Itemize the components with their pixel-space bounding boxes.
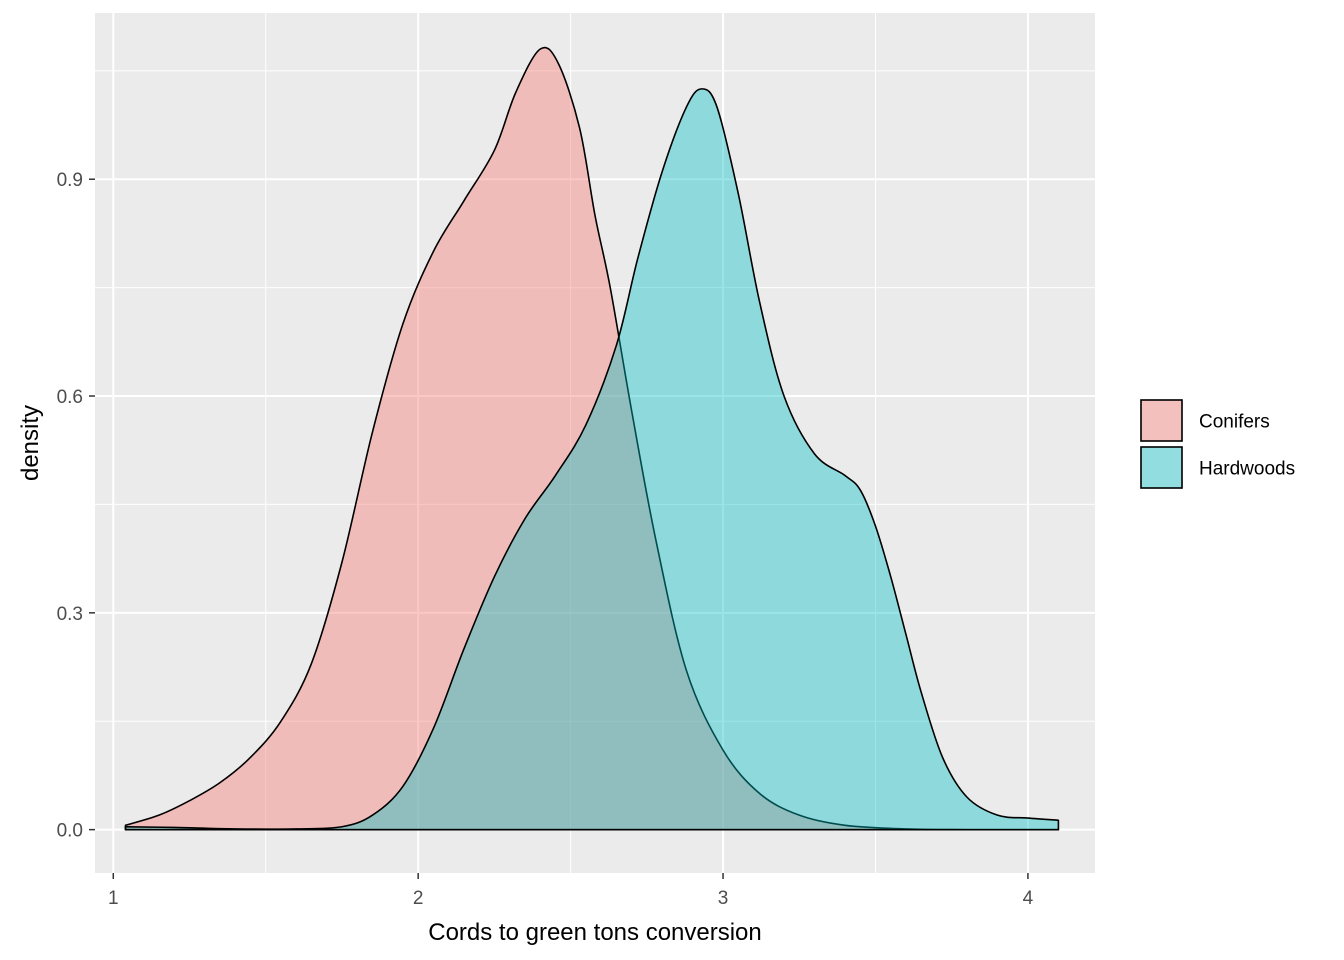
- y-tick-label: 0.9: [57, 170, 83, 191]
- density-series: [124, 46, 1060, 831]
- plot-panel: [95, 13, 1095, 873]
- legend-key-background: [1140, 446, 1183, 489]
- x-tick-label: 4: [1023, 888, 1034, 909]
- density-area-conifers: [124, 46, 1060, 831]
- legend: Conifers Hardwoods: [1140, 399, 1295, 489]
- legend-key-hardwoods: [1140, 446, 1183, 489]
- x-axis: 1 2 3 4: [108, 873, 1034, 909]
- legend-key-conifers: [1140, 399, 1183, 442]
- density-area-hardwoods: [124, 88, 1060, 831]
- y-tick-label: 0.3: [57, 604, 83, 625]
- legend-key-background: [1140, 399, 1183, 442]
- y-tick-label: 0.0: [57, 821, 83, 842]
- x-tick-label: 1: [108, 888, 119, 909]
- x-tick-label: 2: [413, 888, 424, 909]
- legend-label-hardwoods: Hardwoods: [1199, 459, 1295, 480]
- x-axis-title: Cords to green tons conversion: [428, 919, 762, 946]
- y-axis: 0.0 0.3 0.6 0.9: [57, 170, 95, 842]
- y-tick-label: 0.6: [57, 387, 83, 408]
- x-tick-label: 3: [718, 888, 729, 909]
- y-axis-title: density: [17, 405, 44, 481]
- legend-label-conifers: Conifers: [1199, 412, 1270, 433]
